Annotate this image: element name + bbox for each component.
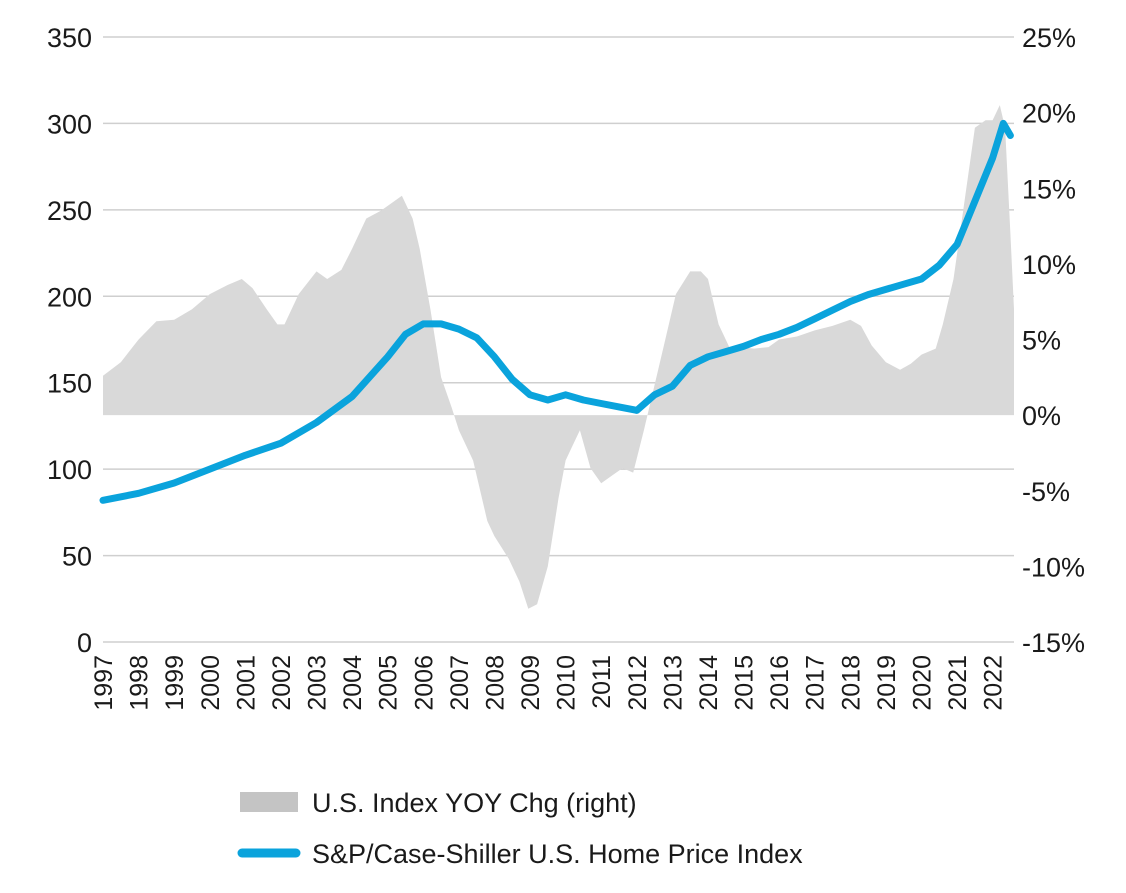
yoy-area [103,105,1014,609]
x-tick-label: 2004 [339,655,367,711]
x-tick-label: 1997 [90,655,118,711]
index-line-layer [99,119,1014,504]
left-tick-label: 50 [62,542,92,572]
legend-swatch-yoy [240,792,298,812]
x-tick-label: 2012 [624,655,652,711]
x-tick-label: 2022 [980,655,1008,711]
left-axis-ticks: 0 50 100 150 200 250 300 350 [47,23,92,658]
right-tick-label: -5% [1022,477,1070,507]
x-tick-label: 2007 [446,655,474,711]
x-tick-label: 1998 [126,655,154,711]
x-tick-label: 2018 [837,655,865,711]
left-tick-label: 250 [47,196,92,226]
legend: U.S. Index YOY Chg (right) S&P/Case-Shil… [237,788,803,869]
left-tick-label: 350 [47,23,92,53]
legend-label-yoy: U.S. Index YOY Chg (right) [312,788,637,818]
x-tick-label: 2008 [481,655,509,711]
legend-label-index: S&P/Case-Shiller U.S. Home Price Index [312,839,803,869]
x-tick-label: 1999 [161,655,189,711]
x-tick-label: 2000 [197,655,225,711]
x-tick-label: 2003 [304,655,332,711]
x-tick-label: 2010 [553,655,581,711]
left-tick-label: 100 [47,455,92,485]
right-tick-label: 10% [1022,250,1076,280]
right-tick-label: 15% [1022,174,1076,204]
x-tick-label: 2006 [410,655,438,711]
yoy-area-layer [103,105,1014,609]
x-tick-label: 2014 [695,655,723,711]
x-tick-label: 2009 [517,655,545,711]
left-tick-label: 150 [47,369,92,399]
x-tick-label: 2001 [232,655,260,711]
left-tick-label: 200 [47,282,92,312]
legend-item-index: S&P/Case-Shiller U.S. Home Price Index [237,839,803,869]
x-tick-label: 2016 [766,655,794,711]
x-tick-label: 2019 [873,655,901,711]
x-tick-label: 2015 [731,655,759,711]
x-tick-label: 2013 [659,655,687,711]
x-axis-ticks: 1997 1998 1999 2000 2001 2002 2003 2004 2005 2006… [90,655,1008,711]
right-tick-label: 25% [1022,23,1076,53]
right-tick-label: -15% [1022,628,1085,658]
right-tick-label: 20% [1022,99,1076,129]
right-tick-label: 0% [1022,401,1061,431]
index-line [99,119,1014,504]
left-tick-label: 0 [77,628,92,658]
x-tick-label: 2005 [375,655,403,711]
x-tick-label: 2011 [588,655,616,709]
x-tick-label: 2002 [268,655,296,711]
right-axis-ticks: -15% -10% -5% 0% 5% 10% 15% 20% 25% [1022,23,1085,658]
x-tick-label: 2017 [802,655,830,711]
left-tick-label: 300 [47,109,92,139]
right-tick-label: 5% [1022,326,1061,356]
legend-item-yoy: U.S. Index YOY Chg (right) [240,788,637,818]
x-tick-label: 2021 [944,655,972,711]
x-tick-label: 2020 [908,655,936,711]
right-tick-label: -10% [1022,552,1085,582]
